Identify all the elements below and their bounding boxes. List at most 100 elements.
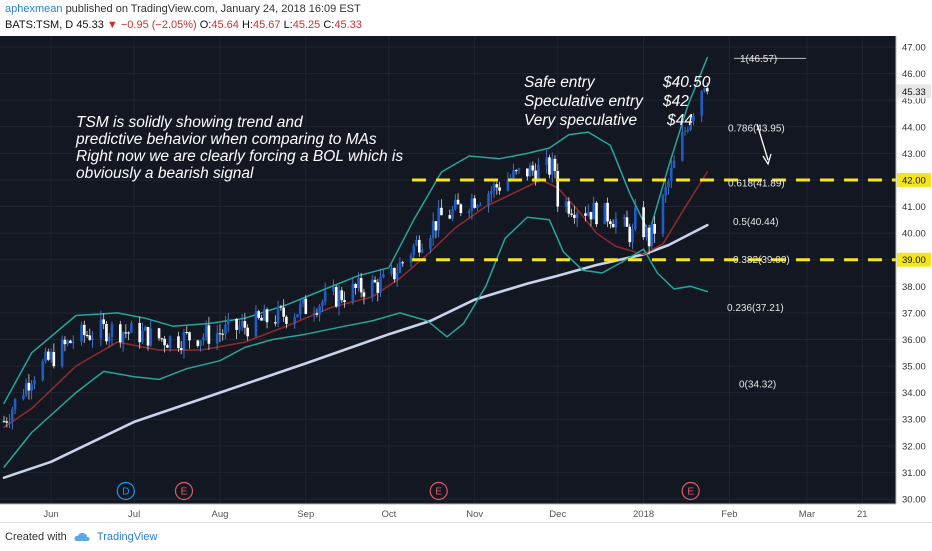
annotation-line: TSM is solidly showing trend and xyxy=(76,114,304,131)
candle-body xyxy=(667,181,670,188)
event-marker-circle xyxy=(174,481,194,501)
time-tick-label: Feb xyxy=(721,509,737,520)
series-bb_upper xyxy=(3,56,709,405)
candle-body xyxy=(124,332,128,334)
time-tick-label: Aug xyxy=(212,509,229,520)
candle-body xyxy=(351,284,355,302)
candle-body xyxy=(467,210,471,214)
candle-body xyxy=(534,170,537,182)
candle-body xyxy=(650,223,654,247)
price-axis[interactable] xyxy=(896,36,932,504)
candle-body xyxy=(99,319,103,339)
candle-body xyxy=(556,171,560,207)
candle-body xyxy=(143,326,147,331)
publish-line: aphexmean published on TradingView.com, … xyxy=(5,3,361,15)
candle-body xyxy=(653,223,656,234)
arrow-head xyxy=(762,153,772,166)
entry-label: Very speculative xyxy=(524,112,638,129)
entry-label: Safe entry xyxy=(524,74,596,91)
candle-body xyxy=(492,184,496,192)
candle-body xyxy=(628,226,632,243)
candle-body xyxy=(476,205,479,208)
time-tick-label: Oct xyxy=(381,509,396,520)
candle-body xyxy=(622,217,626,219)
candle-body xyxy=(188,332,191,341)
candle-body xyxy=(564,201,568,207)
tradingview-cloud-icon xyxy=(74,533,90,542)
open-label: O: xyxy=(199,19,212,31)
price-tick-label: 36.00 xyxy=(902,335,926,346)
candle-body xyxy=(221,333,225,335)
candle-body xyxy=(298,303,302,315)
candle-body xyxy=(528,165,532,177)
fib-label-0.236: 0.236(37.21) xyxy=(727,303,784,314)
price-tick-label: 30.00 xyxy=(902,495,926,506)
time-tick-label: Jun xyxy=(43,509,58,520)
candle-body xyxy=(160,338,164,340)
price-tick-label: 32.00 xyxy=(902,441,926,452)
candle-body xyxy=(257,311,261,318)
candle-body xyxy=(418,239,421,253)
price-tick-label: 44.00 xyxy=(902,122,926,133)
time-tick-label: 2018 xyxy=(633,509,654,520)
candle-body xyxy=(30,384,33,391)
tradingview-brand[interactable]: TradingView xyxy=(96,531,158,543)
candle-body xyxy=(11,409,14,423)
fib-label-1: 1(46.57) xyxy=(740,54,777,65)
candle-body xyxy=(121,332,125,343)
candle-body xyxy=(105,323,108,342)
candle-body xyxy=(163,338,166,346)
price-label: 39.00 xyxy=(902,255,926,266)
candle-body xyxy=(393,267,396,280)
candle-body xyxy=(545,157,548,165)
candle-body xyxy=(631,229,634,243)
price-label-box xyxy=(897,84,931,99)
candle-body xyxy=(33,380,36,385)
price-tick-label: 43.00 xyxy=(902,149,926,160)
candle-body xyxy=(354,284,357,288)
series-bb_lower xyxy=(3,216,709,468)
author-link[interactable]: aphexmean xyxy=(5,3,63,15)
candle-body xyxy=(110,324,114,337)
candle-body xyxy=(570,213,573,215)
price-tick-label: 47.00 xyxy=(902,43,926,54)
candle-body xyxy=(498,187,501,191)
candle-body xyxy=(672,160,676,168)
candle-body xyxy=(681,132,684,161)
candle-body xyxy=(82,324,86,336)
event-marker-label: E xyxy=(435,487,442,498)
candle-body xyxy=(537,164,540,182)
candle-body xyxy=(240,321,244,327)
candle-body xyxy=(382,274,385,278)
candle-body xyxy=(645,227,648,238)
candle-body xyxy=(196,340,200,346)
high-value: 45.67 xyxy=(252,19,281,31)
candle-body xyxy=(130,323,133,333)
candle-body xyxy=(218,333,222,335)
candle-body xyxy=(359,278,363,293)
candle-body xyxy=(373,279,377,283)
candle-body xyxy=(340,290,344,301)
candle-body xyxy=(66,340,69,345)
created-with-text: Created with xyxy=(5,531,67,543)
annotation-line: obviously a bearish signal xyxy=(76,165,254,182)
price-tick-label: 31.00 xyxy=(902,468,926,479)
open-value: 45.64 xyxy=(211,19,239,31)
candle-body xyxy=(296,314,299,318)
candle-body xyxy=(22,395,25,399)
candle-body xyxy=(686,129,690,131)
price-chart[interactable]: 1(46.57) 0.786(43.95) 0.618(41.89) 0.5(40.4… xyxy=(0,36,932,522)
candle-body xyxy=(260,317,263,321)
candle-body xyxy=(692,115,695,121)
candle-body xyxy=(454,199,457,210)
candle-body xyxy=(575,213,579,219)
candle-body xyxy=(13,398,17,410)
candle-body xyxy=(683,130,687,133)
price-tick-label: 34.00 xyxy=(902,388,926,399)
candle-body xyxy=(63,339,67,345)
price-change: ▼ −0.95 (−2.05%) xyxy=(106,19,197,31)
candle-body xyxy=(304,298,308,314)
event-marker-circle xyxy=(429,481,448,501)
time-axis[interactable] xyxy=(0,504,932,522)
series-sma_short xyxy=(3,171,709,428)
